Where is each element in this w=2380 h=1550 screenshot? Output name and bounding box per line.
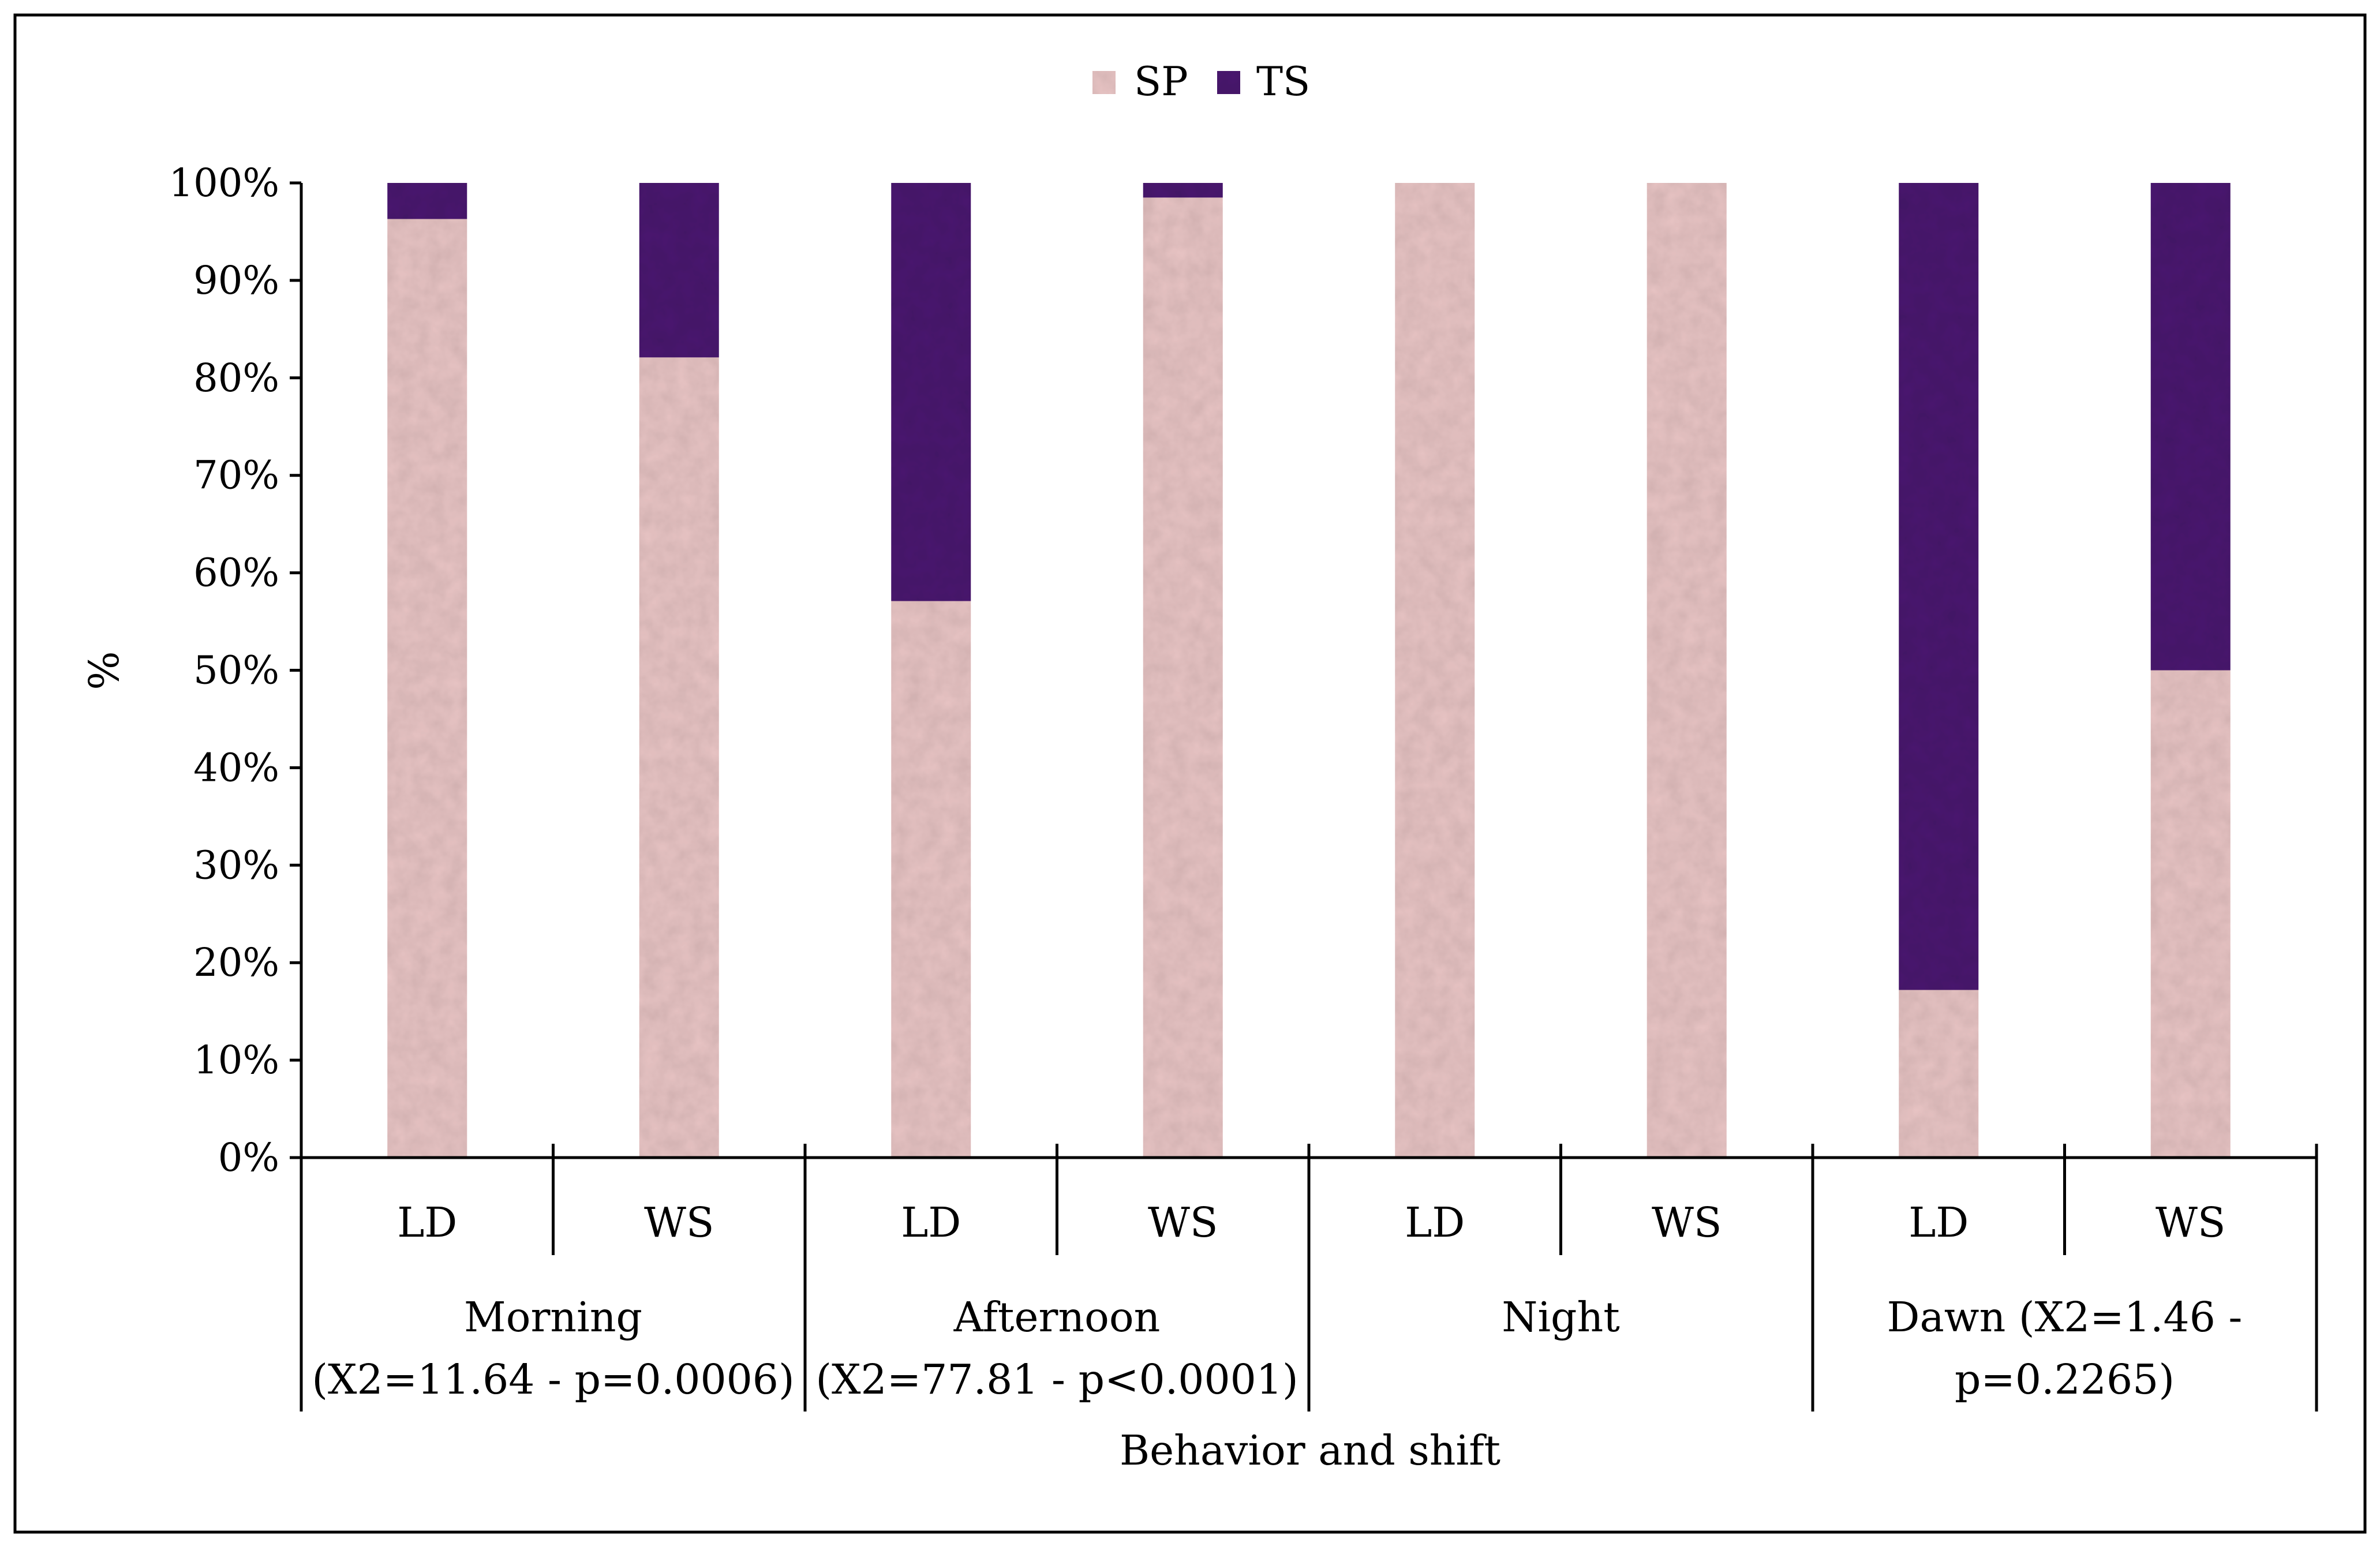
bars — [387, 183, 2231, 1158]
bar-ts-2 — [891, 183, 971, 601]
x-category-label: LD — [397, 1199, 457, 1246]
y-tick-label: 30% — [193, 843, 279, 888]
legend-label-ts: TS — [1256, 59, 1310, 105]
y-tick-label: 10% — [193, 1038, 279, 1083]
legend-swatch-sp — [1092, 71, 1116, 94]
bar-ts-1 — [639, 183, 719, 358]
x-group-label: Afternoon — [953, 1293, 1161, 1341]
x-group-label: Dawn (X2=1.46 - — [1887, 1293, 2243, 1341]
y-tick-label: 20% — [193, 940, 279, 985]
bar-sp-4 — [1395, 183, 1475, 1158]
x-category-label: WS — [644, 1199, 714, 1246]
bar-sp-2 — [891, 601, 971, 1158]
bar-sp-0 — [387, 219, 467, 1158]
x-category-label: LD — [1909, 1199, 1969, 1246]
y-tick-label: 100% — [169, 160, 279, 205]
x-category-label: WS — [2156, 1199, 2226, 1246]
y-tick-label: 80% — [193, 355, 279, 400]
legend-swatch-ts — [1217, 71, 1240, 94]
bar-sp-5 — [1646, 183, 1727, 1158]
bar-ts-3 — [1143, 183, 1223, 198]
bar-ts-7 — [2150, 183, 2231, 671]
x-category-label: LD — [1405, 1199, 1465, 1246]
y-axis-title: % — [80, 651, 128, 690]
x-category-label: WS — [1148, 1199, 1218, 1246]
bar-ts-0 — [387, 183, 467, 219]
y-tick-label: 40% — [193, 745, 279, 790]
x-group-sublabel: (X2=11.64 - p=0.0006) — [312, 1356, 794, 1403]
bar-sp-7 — [2150, 670, 2231, 1158]
x-group-label: Morning — [464, 1293, 642, 1341]
x-group-label: Night — [1502, 1293, 1620, 1341]
y-tick-label: 90% — [193, 258, 279, 303]
y-tick-label: 50% — [193, 648, 279, 693]
y-tick-label: 60% — [193, 551, 279, 596]
y-tick-label: 70% — [193, 453, 279, 498]
x-group-sublabel: p=0.2265) — [1955, 1356, 2175, 1403]
x-category-label: WS — [1652, 1199, 1722, 1246]
y-tick-label: 0% — [218, 1135, 279, 1180]
bar-sp-6 — [1899, 990, 1979, 1158]
x-group-sublabel: (X2=77.81 - p<0.0001) — [815, 1356, 1298, 1403]
x-axis-title: Behavior and shift — [1120, 1427, 1500, 1474]
bar-sp-3 — [1143, 197, 1223, 1158]
legend: SP TS — [1092, 59, 1310, 105]
bar-sp-1 — [639, 357, 719, 1158]
x-category-label: LD — [901, 1199, 961, 1246]
legend-label-sp: SP — [1134, 59, 1188, 105]
y-axis: 0% 10% 20% 30% 40% 50% 60% 70% 80% 90% 100% — [169, 160, 303, 1180]
bar-ts-6 — [1899, 183, 1979, 990]
